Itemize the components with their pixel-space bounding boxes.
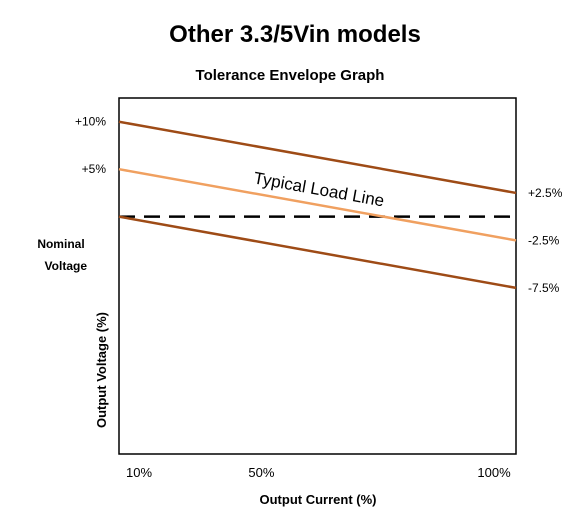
typical-load-line-line	[118, 167, 517, 242]
x-tick-label: 10%	[126, 465, 152, 480]
nominal-label-line-2: Voltage	[45, 259, 88, 273]
nominal-label-line-1: Nominal	[37, 237, 84, 251]
upper-envelope-start-label: +10%	[75, 115, 106, 129]
upper-envelope-line	[118, 120, 517, 195]
chart-subtitle: Tolerance Envelope Graph	[196, 67, 385, 84]
upper-envelope-end-label: +2.5%	[528, 186, 563, 200]
chart-title: Other 3.3/5Vin models	[169, 21, 421, 48]
nominal-voltage-label: Nominal Voltage	[37, 237, 88, 273]
plot-frame	[118, 97, 517, 455]
chart-labels: +10%+2.5%+5%-2.5%-7.5%Typical Load Line1…	[75, 115, 563, 480]
x-tick-label: 50%	[248, 465, 274, 480]
x-tick-label: 100%	[477, 465, 511, 480]
x-axis-label: Output Current (%)	[260, 492, 377, 507]
lower-envelope-end-label: -7.5%	[528, 281, 560, 295]
lower-envelope-line	[118, 215, 517, 290]
y-axis-label: Output Voltage (%)	[94, 312, 109, 428]
chart-marks	[118, 120, 517, 290]
typical-load-line-start-label: +5%	[82, 162, 107, 176]
typical-load-line-end-label: -2.5%	[528, 233, 560, 247]
